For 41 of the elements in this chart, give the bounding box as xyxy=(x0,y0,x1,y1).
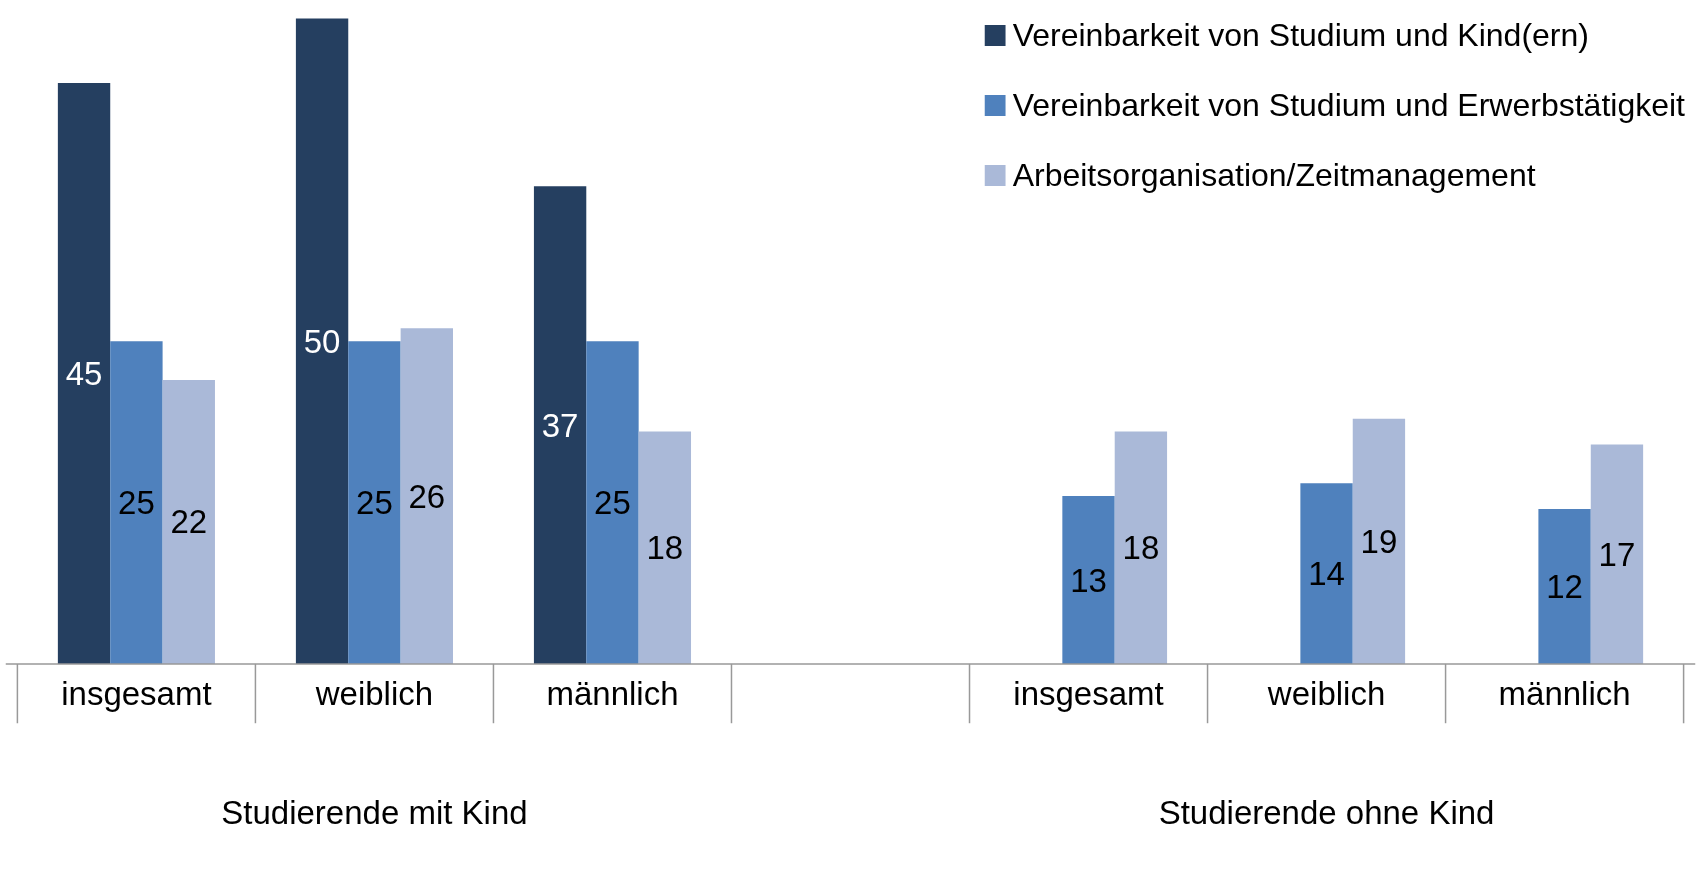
data-label: 19 xyxy=(1360,522,1398,560)
bar xyxy=(1538,509,1591,664)
bar xyxy=(533,186,587,664)
text: Studierende mit Kind xyxy=(221,793,528,831)
bar xyxy=(162,379,215,664)
legend-label: Vereinbarkeit von Studium und Kind(ern) xyxy=(1012,15,1589,55)
legend-label: Vereinbarkeit von Studium und Erwerbstätigkeit xyxy=(1012,85,1685,125)
bar xyxy=(1062,496,1115,664)
x-tick-label: insgesamt xyxy=(61,675,212,713)
bar xyxy=(57,82,111,664)
data-label: 17 xyxy=(1598,535,1636,573)
x-tick-label: weiblich xyxy=(314,675,434,713)
bar xyxy=(1300,483,1353,664)
x-tick-label: insgesamt xyxy=(1013,675,1164,713)
bar xyxy=(1590,444,1644,664)
data-label: 26 xyxy=(408,477,446,515)
text: Studierende ohne Kind xyxy=(1158,793,1495,831)
data-label: 50 xyxy=(303,322,341,360)
data-label: 45 xyxy=(65,354,103,392)
bar xyxy=(348,341,401,664)
data-label: 37 xyxy=(541,406,579,444)
data-label: 13 xyxy=(1070,561,1107,599)
bar xyxy=(1352,418,1406,664)
bar xyxy=(586,341,639,664)
data-label: 25 xyxy=(118,484,155,522)
bar xyxy=(295,18,349,664)
x-tick-label: männlich xyxy=(546,675,679,713)
x-tick-label: männlich xyxy=(1498,675,1631,713)
bar xyxy=(638,431,692,664)
data-label: 25 xyxy=(594,484,631,522)
bar xyxy=(1114,431,1168,664)
data-label: 18 xyxy=(1122,529,1160,567)
data-label: 22 xyxy=(170,503,208,541)
data-label: 18 xyxy=(646,529,684,567)
bar xyxy=(110,341,163,664)
data-label: 25 xyxy=(356,484,393,522)
legend-label: Arbeitsorganisation/Zeitmanagement xyxy=(1012,155,1536,195)
bar xyxy=(400,328,453,664)
x-tick-label: weiblich xyxy=(1266,675,1386,713)
data-label: 12 xyxy=(1546,568,1583,605)
data-label: 14 xyxy=(1308,555,1345,593)
